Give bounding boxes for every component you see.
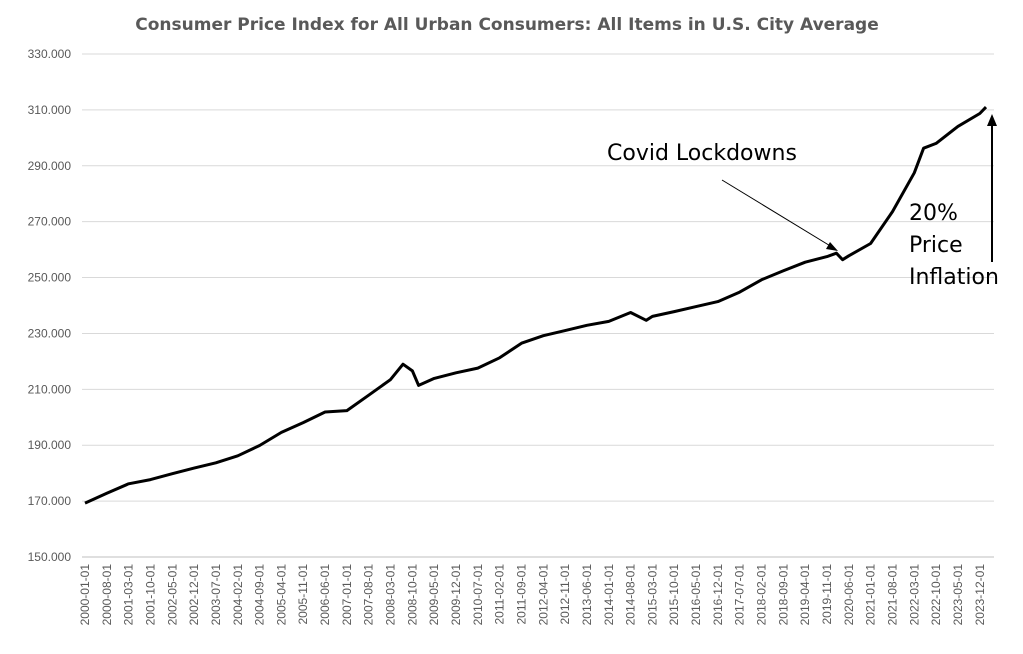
y-tick-label: 230.000 <box>28 326 72 340</box>
x-tick-label: 2016-05-01 <box>689 564 703 626</box>
x-tick-label: 2016-12-01 <box>711 564 725 626</box>
x-tick-label: 2023-12-01 <box>973 564 987 626</box>
x-tick-label: 2018-09-01 <box>776 564 790 626</box>
x-tick-label: 2021-01-01 <box>864 564 878 626</box>
x-tick-label: 2023-05-01 <box>951 564 965 626</box>
x-tick-label: 2010-07-01 <box>471 564 485 626</box>
inflation-annotation-line-1: 20% <box>909 201 958 226</box>
y-axis-ticks: 150.000 170.000 190.000 210.000 230.000 250.0… <box>28 47 72 564</box>
x-tick-label: 2002-05-01 <box>165 564 179 626</box>
x-tick-label: 2020-06-01 <box>842 564 856 626</box>
covid-lockdowns-annotation: Covid Lockdowns <box>607 141 797 166</box>
x-tick-label: 2001-03-01 <box>122 564 136 626</box>
x-tick-label: 2008-03-01 <box>384 564 398 626</box>
y-tick-label: 170.000 <box>28 494 72 508</box>
x-tick-label: 2004-09-01 <box>253 564 267 626</box>
x-tick-label: 2019-04-01 <box>798 564 812 626</box>
inflation-annotation-line-3: Inflation <box>909 265 999 290</box>
x-tick-label: 2011-02-01 <box>493 564 507 625</box>
y-tick-label: 250.000 <box>28 271 72 285</box>
x-tick-label: 2015-10-01 <box>667 564 681 626</box>
gridlines <box>82 53 994 502</box>
y-tick-label: 150.000 <box>28 550 72 564</box>
x-tick-label: 2011-09-01 <box>514 564 528 625</box>
x-tick-label: 2000-08-01 <box>100 564 114 626</box>
covid-arrow-line <box>721 179 833 248</box>
x-tick-label: 2012-11-01 <box>558 564 572 625</box>
y-tick-label: 290.000 <box>28 159 72 173</box>
x-tick-label: 2007-01-01 <box>340 564 354 626</box>
y-tick-label: 330.000 <box>28 47 72 61</box>
x-tick-label: 2022-03-01 <box>907 564 921 626</box>
x-tick-label: 2004-02-01 <box>231 564 245 626</box>
y-tick-label: 310.000 <box>28 103 72 117</box>
x-tick-label: 2014-08-01 <box>624 564 638 626</box>
x-tick-label: 2007-08-01 <box>362 564 376 626</box>
y-tick-label: 210.000 <box>28 382 72 396</box>
x-tick-label: 2012-04-01 <box>536 564 550 626</box>
y-tick-label: 270.000 <box>28 215 72 229</box>
x-tick-label: 2009-12-01 <box>449 564 463 626</box>
inflation-arrow-head <box>987 114 997 126</box>
x-tick-label: 2005-11-01 <box>296 564 310 625</box>
x-tick-label: 2009-05-01 <box>427 564 441 626</box>
x-tick-label: 2013-06-01 <box>580 564 594 626</box>
covid-arrow-head <box>826 242 838 251</box>
x-axis-ticks: 2000-01-01 2000-08-01 2001-03-01 2001-10-01… <box>78 564 987 626</box>
x-tick-label: 2006-06-01 <box>318 564 332 626</box>
x-tick-label: 2022-10-01 <box>929 564 943 626</box>
y-tick-label: 190.000 <box>28 438 72 452</box>
x-tick-label: 2017-07-01 <box>733 564 747 626</box>
x-tick-label: 2001-10-01 <box>143 564 157 626</box>
x-tick-label: 2015-03-01 <box>645 564 659 626</box>
x-tick-label: 2014-01-01 <box>602 564 616 626</box>
x-tick-label: 2005-04-01 <box>274 564 288 626</box>
x-tick-label: 2021-08-01 <box>885 564 899 626</box>
x-tick-label: 2000-01-01 <box>78 564 92 626</box>
cpi-series-line <box>84 106 988 505</box>
x-tick-label: 2002-12-01 <box>187 564 201 626</box>
chart-title: Consumer Price Index for All Urban Consu… <box>135 15 878 35</box>
inflation-annotation-line-2: Price <box>909 233 963 258</box>
x-tick-label: 2003-07-01 <box>209 564 223 626</box>
x-tick-label: 2019-11-01 <box>820 564 834 625</box>
x-tick-label: 2008-10-01 <box>405 564 419 626</box>
x-tick-label: 2018-02-01 <box>755 564 769 626</box>
